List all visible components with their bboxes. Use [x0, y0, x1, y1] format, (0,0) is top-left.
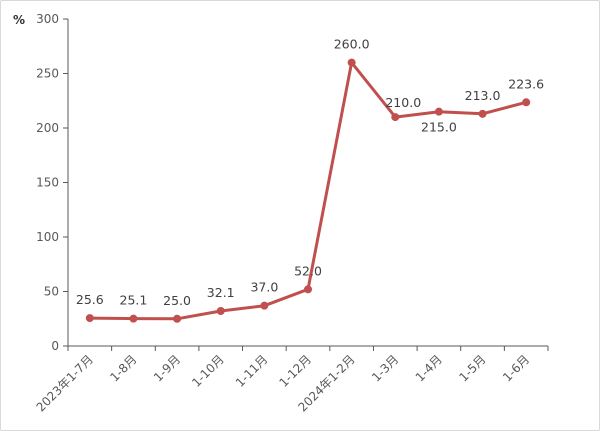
data-point — [85, 314, 94, 323]
y-tick-label: 150 — [36, 176, 59, 190]
x-tick-label: 1-10月 — [189, 352, 227, 390]
x-tick-label: 1-3月 — [369, 352, 401, 384]
y-tick-label: 50 — [44, 285, 59, 299]
y-tick-label: 100 — [36, 230, 59, 244]
data-label: 32.1 — [207, 285, 235, 300]
x-tick-label: 1-6月 — [500, 352, 532, 384]
data-label: 25.6 — [76, 292, 104, 307]
y-tick-label: 200 — [36, 121, 59, 135]
x-tick-label: 1-4月 — [413, 352, 445, 384]
data-label: 260.0 — [334, 37, 370, 52]
data-point — [173, 314, 182, 323]
data-label: 37.0 — [250, 280, 278, 295]
data-point — [216, 307, 225, 316]
y-tick-label: 250 — [36, 67, 59, 81]
y-axis-unit-label: % — [13, 13, 25, 27]
series-line — [88, 61, 528, 321]
data-point — [522, 98, 531, 107]
x-tick-label: 1-11月 — [233, 352, 271, 390]
data-point — [391, 113, 400, 122]
data-point — [304, 285, 312, 294]
data-label: 25.0 — [163, 293, 191, 308]
data-label: 210.0 — [385, 95, 421, 110]
data-label: 223.6 — [508, 76, 544, 91]
data-label: 215.0 — [421, 120, 457, 135]
data-label: 213.0 — [465, 88, 501, 103]
y-tick-label: 0 — [51, 339, 59, 353]
x-tick-label: 1-12月 — [276, 352, 314, 390]
data-point — [434, 107, 443, 116]
x-tick-label: 1-9月 — [151, 352, 183, 384]
data-point — [478, 109, 487, 118]
data-point — [260, 301, 269, 310]
data-label: 52.0 — [294, 263, 322, 278]
data-label: 25.1 — [120, 293, 148, 308]
data-point — [129, 314, 138, 323]
x-tick-label: 2023年1-7月 — [34, 352, 96, 414]
x-tick-label: 1-5月 — [456, 352, 488, 384]
x-tick-label: 1-8月 — [107, 352, 139, 384]
y-tick-label: 300 — [36, 12, 59, 26]
data-point — [347, 58, 356, 67]
